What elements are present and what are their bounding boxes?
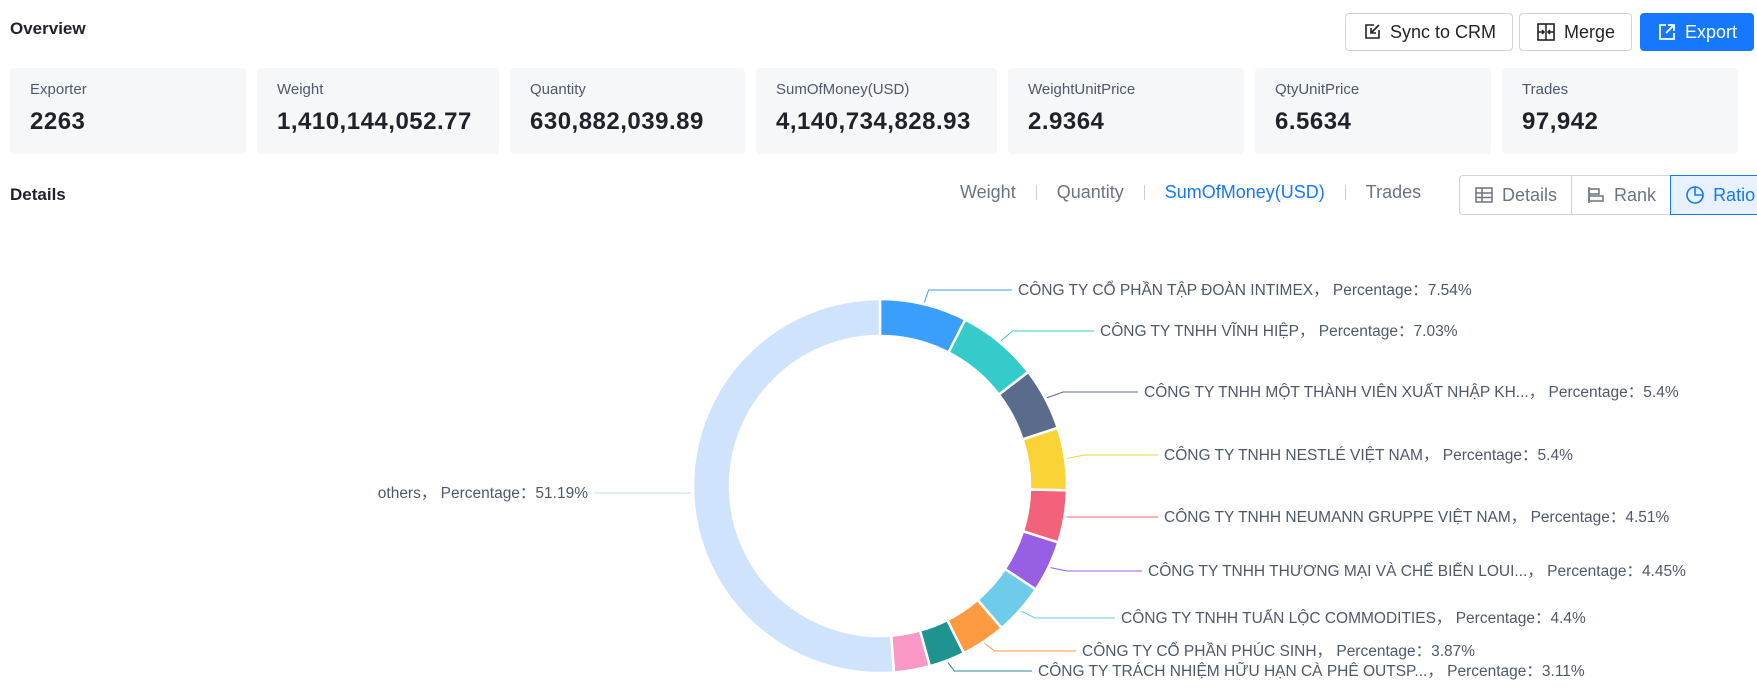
stat-value: 97,942 xyxy=(1522,108,1599,135)
label-leader-line xyxy=(1046,391,1138,399)
stat-label: Weight xyxy=(277,81,324,98)
stat-value: 6.5634 xyxy=(1275,108,1352,135)
metric-tabs: Weight Quantity SumOfMoney(USD) Trades xyxy=(960,182,1421,203)
view-ratio-button[interactable]: Ratio xyxy=(1670,175,1757,215)
tab-weight[interactable]: Weight xyxy=(960,182,1016,202)
label-leader-line xyxy=(947,662,1032,672)
slice-label: CÔNG TY TNHH THƯƠNG MẠI VÀ CHẾ BIẾN LOUI… xyxy=(1148,563,1686,580)
overview-title: Overview xyxy=(10,19,86,38)
rank-icon xyxy=(1588,187,1604,203)
label-leader-line xyxy=(1000,330,1094,342)
view-details-label: Details xyxy=(1502,184,1558,205)
tab-divider xyxy=(1344,185,1346,200)
slice-label: CÔNG TY TRÁCH NHIỆM HỮU HẠN CÀ PHÊ OUTSP… xyxy=(1038,663,1585,680)
merge-label: Merge xyxy=(1564,21,1616,42)
slice-label: CÔNG TY CỔ PHẦN TẬP ĐOÀN INTIMEX， Percen… xyxy=(1018,281,1472,299)
stat-value: 1,410,144,052.77 xyxy=(277,108,472,135)
stat-card-sum-of-money: SumOfMoney(USD) 4,140,734,828.93 xyxy=(756,68,997,154)
stat-value: 630,882,039.89 xyxy=(530,108,704,135)
stat-label: WeightUnitPrice xyxy=(1028,81,1136,98)
ratio-donut-chart: CÔNG TY CỔ PHẦN TẬP ĐOÀN INTIMEX， Percen… xyxy=(378,281,1686,680)
stat-value: 2263 xyxy=(30,108,86,135)
tab-divider xyxy=(1035,185,1037,200)
export-icon xyxy=(1659,24,1675,40)
stat-card-quantity: Quantity 630,882,039.89 xyxy=(510,68,745,154)
tab-trades[interactable]: Trades xyxy=(1365,182,1422,202)
label-leader-line xyxy=(1066,454,1158,459)
tab-sum-of-money[interactable]: SumOfMoney(USD) xyxy=(1164,182,1325,202)
stat-value: 4,140,734,828.93 xyxy=(776,108,971,135)
stat-value: 2.9364 xyxy=(1028,108,1105,135)
label-leader-line xyxy=(1050,567,1142,572)
pie-chart-icon xyxy=(1686,186,1704,204)
stat-card-weight: Weight 1,410,144,052.77 xyxy=(257,68,499,154)
stat-card-exporter: Exporter 2263 xyxy=(10,68,246,154)
export-label: Export xyxy=(1685,21,1738,42)
tab-divider xyxy=(1143,185,1145,200)
stat-label: Exporter xyxy=(30,81,87,98)
stat-card-weight-unit-price: WeightUnitPrice 2.9364 xyxy=(1008,68,1244,154)
view-ratio-label: Ratio xyxy=(1713,184,1756,205)
details-title: Details xyxy=(10,185,66,204)
label-leader-line xyxy=(923,289,1012,303)
slice-label: CÔNG TY TNHH NESTLÉ VIỆT NAM， Percentage… xyxy=(1164,447,1573,464)
slice-label: CÔNG TY TNHH MỘT THÀNH VIÊN XUẤT NHẬP KH… xyxy=(1144,384,1679,401)
slice-label: CÔNG TY CỔ PHẦN PHÚC SINH， Percentage：3.… xyxy=(1082,642,1475,660)
slice-label: CÔNG TY TNHH NEUMANN GRUPPE VIỆT NAM， Pe… xyxy=(1164,509,1670,526)
view-details-button[interactable]: Details xyxy=(1459,175,1573,215)
table-icon xyxy=(1475,187,1493,203)
stat-label: Trades xyxy=(1522,81,1569,98)
export-button[interactable]: Export xyxy=(1640,13,1755,51)
merge-button[interactable]: Merge xyxy=(1519,13,1633,51)
label-leader-line xyxy=(1021,610,1115,619)
stat-card-trades: Trades 97,942 xyxy=(1502,68,1738,154)
tab-quantity[interactable]: Quantity xyxy=(1056,182,1124,202)
view-rank-label: Rank xyxy=(1614,184,1657,205)
label-leader-line xyxy=(984,643,1076,652)
slice-label: CÔNG TY TNHH TUẤN LỘC COMMODITIES， Perce… xyxy=(1121,610,1586,627)
stat-label: SumOfMoney(USD) xyxy=(776,81,910,98)
view-rank-button[interactable]: Rank xyxy=(1571,175,1672,215)
sync-icon xyxy=(1365,24,1380,39)
slice-label: CÔNG TY TNHH VĨNH HIỆP， Percentage：7.03% xyxy=(1100,323,1458,340)
view-toggle-group: Details Rank Ratio xyxy=(1459,175,1757,215)
stat-card-qty-unit-price: QtyUnitPrice 6.5634 xyxy=(1255,68,1491,154)
stat-label: QtyUnitPrice xyxy=(1275,81,1360,98)
stat-label: Quantity xyxy=(530,81,586,98)
slice-label: others， Percentage：51.19% xyxy=(378,485,588,502)
donut-slice[interactable] xyxy=(691,297,896,675)
sync-to-crm-button[interactable]: Sync to CRM xyxy=(1345,13,1514,51)
merge-icon xyxy=(1537,23,1555,41)
donut-slice[interactable] xyxy=(1020,426,1069,492)
sync-to-crm-label: Sync to CRM xyxy=(1390,21,1497,42)
